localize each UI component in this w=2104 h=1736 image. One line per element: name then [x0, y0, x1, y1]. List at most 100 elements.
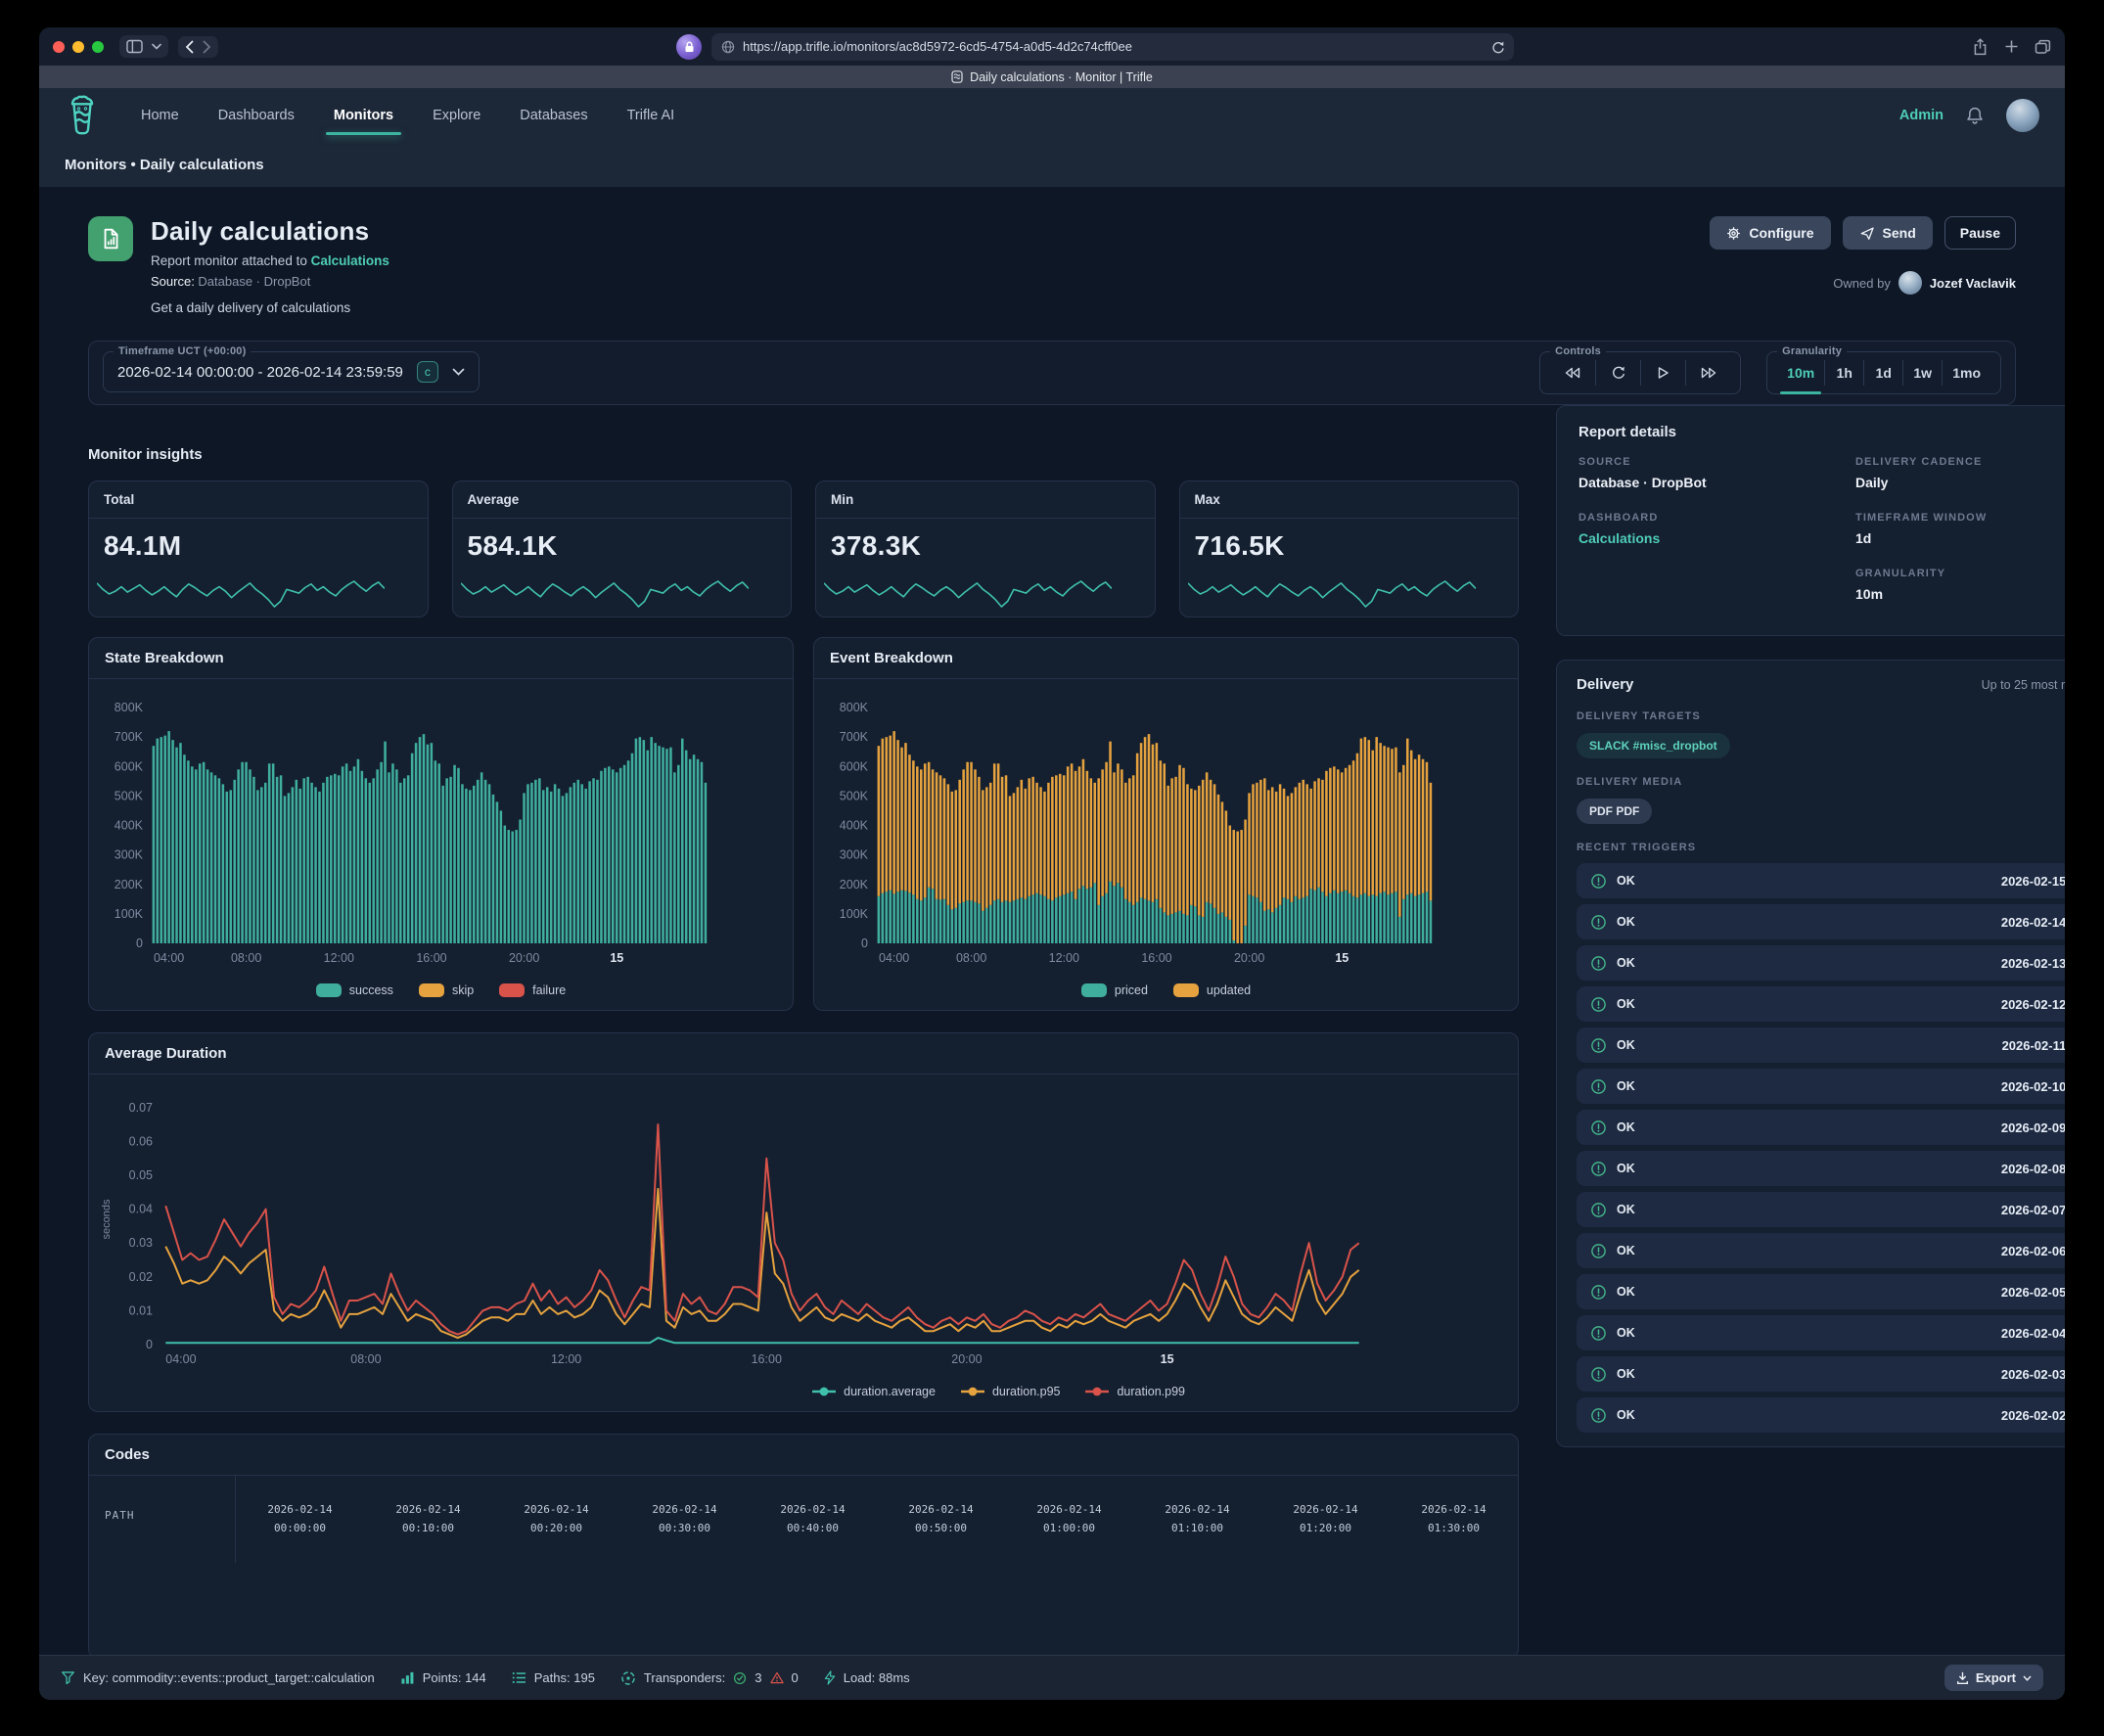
export-chevron-down-icon	[2023, 1675, 2032, 1681]
svg-text:08:00: 08:00	[350, 1352, 381, 1366]
legend-item[interactable]: updated	[1172, 983, 1251, 997]
trigger-row[interactable]: OK 2026-02-10 00:00:05	[1577, 1069, 2065, 1104]
trigger-row[interactable]: OK 2026-02-12 00:00:06	[1577, 986, 2065, 1022]
trigger-status: OK	[1617, 1038, 1635, 1052]
custom-badge[interactable]: c	[416, 361, 438, 383]
codes-column-header: 2026-02-14 01:20:00	[1293, 1503, 1358, 1534]
legend-item[interactable]: priced	[1080, 983, 1148, 997]
sidebar-toggle-icon[interactable]	[126, 39, 143, 54]
legend-item[interactable]: success	[315, 983, 393, 997]
back-icon[interactable]	[185, 40, 194, 54]
trigger-timestamp: 2026-02-10 00:00:05	[2000, 1078, 2065, 1094]
nav-item-dashboards[interactable]: Dashboards	[217, 108, 295, 123]
pause-button[interactable]: Pause	[1944, 216, 2016, 250]
trigger-status: OK	[1617, 1120, 1635, 1134]
trigger-row[interactable]: OK 2026-02-13 00:00:05	[1577, 945, 2065, 981]
admin-link[interactable]: Admin	[1898, 108, 1944, 123]
nav-item-trifle-ai[interactable]: Trifle AI	[626, 108, 675, 123]
nav-item-databases[interactable]: Databases	[520, 108, 588, 123]
refresh-button[interactable]	[1595, 360, 1640, 386]
svg-text:0.03: 0.03	[129, 1236, 153, 1250]
average-duration-chart[interactable]: 0 0.01 0.02 0.03 0.04 0.05 0.06 0.07 04:00 08:00 1…	[97, 1082, 1510, 1372]
play-button[interactable]	[1640, 360, 1685, 386]
trifle-logo-icon[interactable]	[65, 95, 100, 136]
svg-text:700K: 700K	[840, 730, 869, 744]
info-circle-icon	[1590, 1325, 1607, 1342]
breadcrumb[interactable]: Monitors • Daily calculations	[39, 143, 2065, 187]
warning-triangle-icon	[769, 1671, 784, 1684]
svg-text:15: 15	[610, 951, 623, 965]
pdf-media-badge[interactable]: PDF PDF	[1577, 799, 1653, 824]
trigger-timestamp: 2026-02-06 00:00:06	[2000, 1243, 2065, 1258]
nav-item-home[interactable]: Home	[141, 108, 179, 123]
close-window-button[interactable]	[53, 40, 65, 53]
legend-item[interactable]: skip	[418, 983, 474, 997]
legend-item[interactable]: duration.p99	[1085, 1385, 1185, 1398]
bell-icon[interactable]	[1965, 106, 1985, 126]
privacy-extension-icon[interactable]	[676, 33, 702, 60]
trigger-row[interactable]: OK 2026-02-03 00:00:05	[1577, 1356, 2065, 1392]
owner-name: Jozef Vaclavik	[1929, 275, 2016, 291]
granularity-label: Granularity	[1782, 345, 1843, 357]
svg-text:200K: 200K	[114, 878, 144, 891]
trigger-row[interactable]: OK 2026-02-14 00:00:06	[1577, 904, 2065, 939]
legend-label: priced	[1114, 983, 1148, 997]
trigger-timestamp: 2026-02-09 00:00:05	[2000, 1119, 2065, 1135]
slack-target-badge[interactable]: SLACK #misc_dropbot	[1577, 733, 1730, 758]
svg-text:0.07: 0.07	[129, 1101, 153, 1115]
granularity-1h[interactable]: 1h	[1824, 360, 1863, 386]
trigger-row[interactable]: OK 2026-02-04 00:00:06	[1577, 1315, 2065, 1350]
timeframe-chevron-down-icon[interactable]	[452, 368, 465, 376]
chevron-down-icon[interactable]	[152, 43, 161, 50]
svg-text:15: 15	[1161, 1352, 1174, 1366]
zoom-window-button[interactable]	[92, 40, 104, 53]
granularity-1w[interactable]: 1w	[1902, 360, 1942, 386]
legend-item[interactable]: duration.p95	[960, 1385, 1060, 1398]
trigger-row[interactable]: OK 2026-02-05 00:00:05	[1577, 1274, 2065, 1309]
event-breakdown-chart[interactable]: 0 100K 200K 300K 400K 500K 600K 700K 800K 04:00 08…	[822, 687, 1510, 971]
trigger-row[interactable]: OK 2026-02-08 00:00:06	[1577, 1151, 2065, 1186]
granularity-1mo[interactable]: 1mo	[1942, 360, 1990, 386]
legend-dot-icon	[1085, 1387, 1110, 1396]
reload-icon[interactable]	[1491, 40, 1504, 54]
svg-text:0.01: 0.01	[129, 1303, 153, 1317]
granularity-1d[interactable]: 1d	[1863, 360, 1902, 386]
trigger-row[interactable]: OK 2026-02-09 00:00:05	[1577, 1110, 2065, 1145]
owner-avatar[interactable]	[1898, 271, 1922, 295]
legend-color-chip	[1172, 983, 1199, 997]
tab-strip[interactable]: Daily calculations · Monitor | Trifle	[39, 66, 2065, 88]
calculations-link[interactable]: Calculations	[310, 253, 389, 268]
nav-item-monitors[interactable]: Monitors	[325, 90, 402, 141]
rewind-button[interactable]	[1550, 360, 1595, 386]
info-circle-icon	[1590, 1078, 1607, 1095]
codes-column-header: 2026-02-14 00:20:00	[524, 1503, 589, 1534]
trigger-row[interactable]: OK 2026-02-11 00:00:05	[1577, 1028, 2065, 1063]
fast-forward-button[interactable]	[1685, 360, 1730, 386]
trigger-row[interactable]: OK 2026-02-07 00:00:06	[1577, 1192, 2065, 1227]
new-tab-icon[interactable]	[2004, 39, 2019, 54]
dashboard-link[interactable]: Calculations	[1578, 530, 1661, 546]
tab-overview-icon[interactable]	[2035, 39, 2051, 55]
source-line: Source: Database · DropBot	[151, 274, 311, 289]
status-key: Key: commodity::events::product_target::…	[61, 1670, 375, 1686]
minimize-window-button[interactable]	[72, 40, 84, 53]
fast-forward-icon	[1700, 366, 1717, 380]
user-avatar[interactable]	[2006, 99, 2039, 132]
url-bar[interactable]: https://app.trifle.io/monitors/ac8d5972-…	[711, 32, 1514, 61]
timeframe-value[interactable]: 2026-02-14 00:00:00 - 2026-02-14 23:59:5…	[117, 363, 403, 381]
state-breakdown-chart[interactable]: 0 100K 200K 300K 400K 500K 600K 700K 800K 04:00 08…	[97, 687, 785, 971]
send-button[interactable]: Send	[1842, 216, 1933, 250]
nav-item-explore[interactable]: Explore	[433, 108, 481, 123]
trigger-row[interactable]: OK 2026-02-06 00:00:06	[1577, 1233, 2065, 1268]
export-button[interactable]: Export	[1944, 1665, 2043, 1691]
legend-item[interactable]: failure	[499, 983, 566, 997]
legend-color-chip	[418, 983, 444, 997]
trigger-row[interactable]: OK 2026-02-02 19:06:05	[1577, 1397, 2065, 1433]
trigger-status: OK	[1617, 1203, 1635, 1216]
trigger-row[interactable]: OK 2026-02-15 00:00:06	[1577, 863, 2065, 898]
granularity-10m[interactable]: 10m	[1777, 360, 1824, 394]
share-icon[interactable]	[1972, 37, 1989, 56]
legend-item[interactable]: duration.average	[812, 1385, 936, 1398]
forward-icon[interactable]	[203, 40, 211, 54]
configure-button[interactable]: Configure	[1710, 216, 1831, 250]
